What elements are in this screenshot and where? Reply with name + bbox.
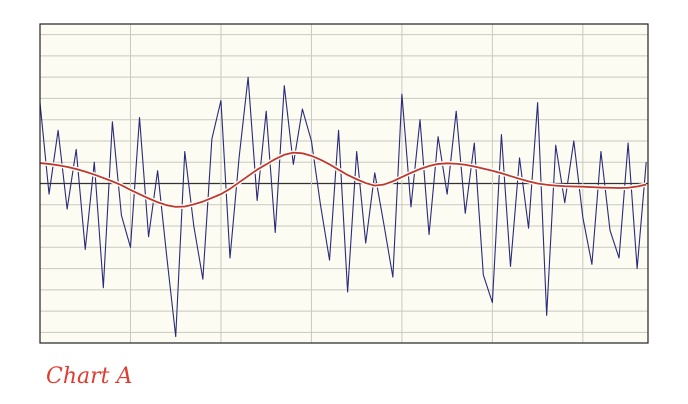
series-line	[39, 76, 647, 338]
lines	[39, 76, 647, 338]
grid	[39, 24, 648, 343]
plot-border	[39, 23, 649, 344]
series-line	[39, 151, 647, 208]
caption: Chart A	[46, 364, 132, 389]
